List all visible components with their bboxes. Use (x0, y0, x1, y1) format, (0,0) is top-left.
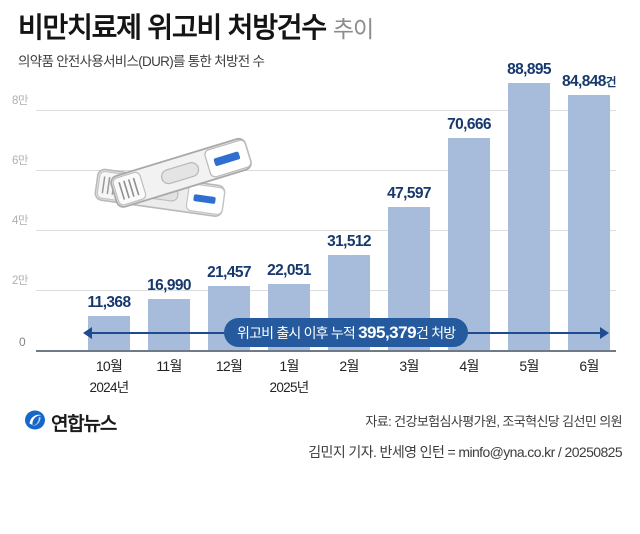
x-axis-tick-label: 5월 (519, 358, 539, 374)
bar-value-label: 47,597 (387, 185, 431, 203)
gridline (36, 110, 616, 111)
x-axis-tick-label: 2월 (339, 358, 359, 374)
bar-value-label: 16,990 (147, 277, 191, 295)
y-axis-tick-label-zero: 0 (19, 335, 26, 349)
axis-baseline (36, 350, 616, 352)
x-axis-year-label: 2025년 (269, 380, 310, 395)
bar-value-label: 84,848건 (562, 73, 617, 91)
bar-value-label: 22,051 (267, 261, 311, 279)
annotation-arrow-head-right (600, 327, 609, 339)
cumulative-annotation-badge: 위고비 출시 이후 누적 395,379건 처방 (224, 318, 469, 347)
bar-value-label: 11,368 (87, 293, 132, 311)
y-axis-tick-label: 8만 (12, 95, 28, 107)
x-axis-tick-label: 12월 (215, 358, 243, 374)
x-axis-tick-label: 6월 (579, 358, 599, 374)
bar[interactable] (508, 83, 550, 350)
gridline (36, 230, 616, 231)
x-axis-tick-label: 4월 (459, 358, 479, 374)
bar[interactable] (568, 95, 610, 350)
annotation-value-text: 395,379 (358, 323, 417, 342)
page-title: 비만치료제 위고비 처방건수 추이 (18, 12, 618, 43)
subtitle-text: 의약품 안전사용서비스(DUR)를 통한 처방전 수 (18, 54, 265, 70)
yonhap-logo: 연합뉴스 (24, 409, 117, 436)
annotation-suffix-text: 건 처방 (416, 325, 456, 341)
x-axis-tick-label: 10월 (95, 358, 123, 374)
y-axis-tick-label: 2만 (12, 275, 28, 287)
title-main-text: 비만치료제 위고비 처방건수 (18, 12, 327, 43)
yonhap-swirl-icon (24, 409, 46, 436)
footer: 연합뉴스 자료: 건강보험심사평가원, 조국혁신당 김선민 의원 김민지 기자.… (0, 400, 640, 534)
y-axis-tick-label: 4만 (12, 215, 28, 227)
bar-chart: 2만 4만 6만 8만 0 11,368 16,990 21,457 22,051 31,512… (12, 61, 617, 395)
bar-value-label: 21,457 (207, 263, 251, 281)
bar-value-label: 31,512 (327, 233, 371, 251)
source-credit: 자료: 건강보험심사평가원, 조국혁신당 김선민 의원 (365, 414, 622, 429)
bar-value-unit: 건 (605, 77, 617, 90)
gridline (36, 290, 616, 291)
bar[interactable] (448, 138, 490, 350)
x-axis-tick-label: 1월 (279, 358, 299, 374)
bar[interactable] (148, 299, 190, 350)
gridline (36, 170, 616, 171)
annotation-arrow-head-left (83, 327, 92, 339)
annotation-prefix-text: 위고비 출시 이후 누적 (237, 325, 359, 341)
bar-value-label: 88,895 (507, 61, 551, 79)
yonhap-logo-text: 연합뉴스 (51, 414, 117, 435)
byline-credit: 김민지 기자. 반세영 인턴 = minfo@yna.co.kr / 20250… (308, 444, 622, 460)
y-axis-tick-label: 6만 (12, 155, 28, 167)
x-axis-tick-label: 11월 (156, 358, 182, 374)
header: 비만치료제 위고비 처방건수 추이 의약품 안전사용서비스(DUR)를 통한 처… (18, 12, 618, 70)
x-axis-year-label: 2024년 (89, 380, 130, 395)
title-suffix-text: 추이 (332, 16, 374, 42)
injector-pens-graphic (82, 122, 277, 222)
x-axis-tick-label: 3월 (399, 358, 419, 374)
bar-value-label: 70,666 (447, 116, 491, 133)
